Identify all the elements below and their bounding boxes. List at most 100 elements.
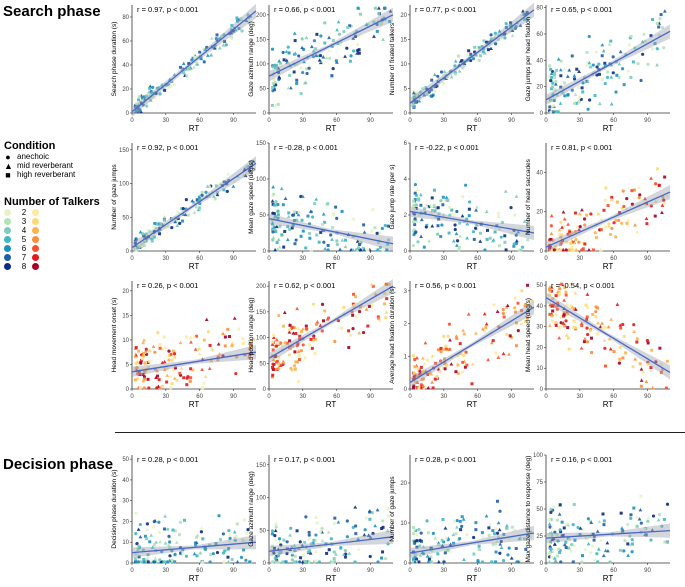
data-point [172, 72, 177, 77]
confidence-band [546, 184, 670, 253]
data-point [155, 86, 159, 90]
data-point [291, 213, 295, 217]
data-point [587, 61, 592, 65]
data-point [200, 367, 204, 371]
data-point [558, 287, 562, 291]
data-point [352, 304, 356, 308]
data-point [312, 39, 317, 43]
data-point [473, 226, 478, 230]
data-point [413, 223, 417, 227]
data-point [618, 323, 623, 327]
data-point [329, 233, 333, 237]
data-point [282, 310, 287, 315]
data-point [315, 233, 319, 237]
data-point [603, 81, 607, 86]
data-point [618, 49, 623, 54]
data-point [424, 546, 429, 550]
data-point [279, 186, 284, 191]
data-point [552, 556, 557, 560]
data-point [436, 206, 440, 210]
data-point [147, 386, 151, 390]
regression-line [545, 297, 671, 373]
data-point [572, 73, 577, 78]
data-point [420, 356, 425, 360]
data-point [321, 212, 326, 216]
data-point [335, 28, 339, 32]
data-point [415, 545, 419, 549]
data-point [226, 327, 230, 331]
data-point [590, 351, 594, 355]
data-point [167, 545, 172, 550]
data-point [665, 194, 669, 198]
data-point [202, 338, 206, 342]
data-point [499, 539, 503, 544]
data-point [182, 376, 186, 380]
correlation-annotation: r = -0.22, p < 0.001 [415, 143, 479, 152]
data-point [311, 541, 315, 545]
y-tick-label: 10 [122, 540, 129, 546]
data-point [508, 334, 512, 338]
data-point [355, 42, 360, 46]
data-point [222, 33, 226, 37]
data-point [476, 558, 480, 563]
confidence-band [132, 345, 256, 378]
data-point [455, 525, 459, 529]
data-point [577, 240, 581, 244]
data-point [243, 539, 247, 543]
data-point [549, 510, 553, 514]
y-tick-label: 50 [536, 507, 543, 513]
data-point [188, 379, 192, 383]
x-tick-label: 60 [196, 256, 203, 262]
data-point [606, 70, 610, 74]
data-point [153, 350, 157, 354]
data-point [150, 239, 154, 243]
data-point [327, 48, 332, 53]
data-point [332, 521, 337, 526]
x-axis-label: RT [326, 124, 337, 133]
y-tick-label: 10 [400, 62, 407, 68]
data-point [552, 98, 556, 102]
data-point [200, 190, 204, 194]
data-point [299, 556, 303, 560]
data-point [133, 354, 138, 358]
data-point [599, 217, 604, 221]
data-point [479, 231, 483, 235]
data-point [414, 529, 418, 533]
data-point [509, 556, 514, 560]
data-point [557, 336, 562, 340]
data-point [175, 378, 179, 382]
data-point [422, 86, 426, 90]
y-tick-label: 20 [122, 289, 129, 295]
data-point [577, 85, 581, 90]
data-point [447, 231, 451, 235]
x-tick-label: 90 [508, 394, 515, 400]
data-point [572, 319, 576, 323]
data-point [514, 233, 518, 237]
x-tick-label: 30 [299, 256, 306, 262]
data-point [286, 214, 291, 219]
y-tick-label: 0 [404, 561, 408, 567]
data-point [314, 322, 319, 326]
x-tick-label: 60 [333, 394, 340, 400]
data-point [510, 33, 515, 38]
data-point [190, 199, 195, 203]
data-point [199, 525, 204, 530]
data-point [577, 69, 581, 73]
data-point [318, 323, 323, 327]
y-tick-label: 80 [122, 15, 129, 21]
data-point [418, 371, 423, 375]
data-point [135, 365, 139, 370]
data-point [270, 103, 274, 107]
data-point [224, 43, 228, 47]
data-point [600, 77, 604, 81]
data-point [611, 71, 615, 75]
data-point [270, 544, 274, 548]
data-point [336, 520, 341, 524]
data-point [136, 372, 140, 376]
data-point [453, 64, 457, 68]
data-point [197, 206, 202, 210]
data-point [496, 355, 501, 359]
data-point [189, 340, 193, 344]
data-point [217, 46, 222, 50]
